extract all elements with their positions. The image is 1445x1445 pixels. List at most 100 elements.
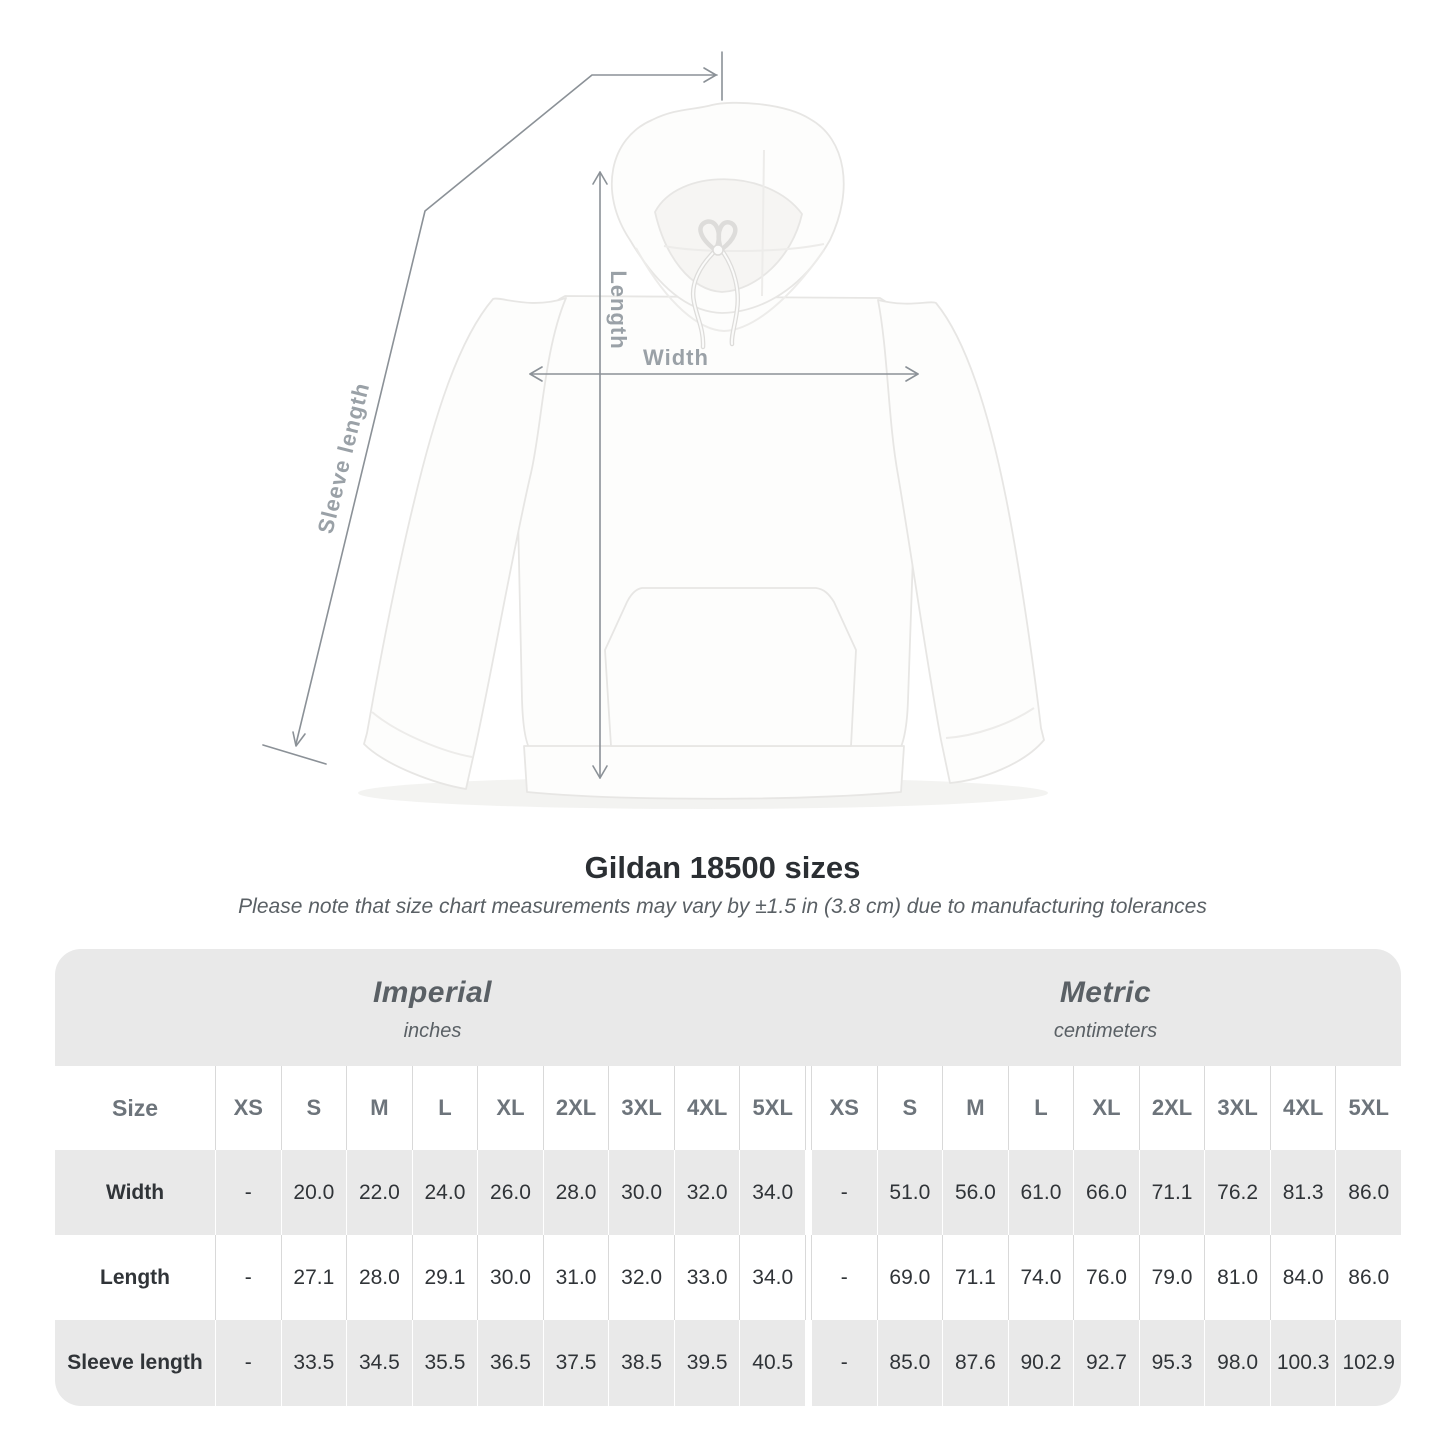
imperial-value-cell: 34.5 xyxy=(346,1320,412,1406)
metric-value-cell: 92.7 xyxy=(1073,1320,1139,1406)
imperial-value-cell: 39.5 xyxy=(673,1320,740,1406)
size-header-row: Size XS S M L XL 2XL 3XL 4XL 5XL XS S M L XL 2XL 3XL 4XL 5… xyxy=(55,1066,1401,1150)
hoodie-drawstring-highlights xyxy=(692,251,739,348)
metric-value-cell: 51.0 xyxy=(876,1150,943,1235)
metric-value-cell: - xyxy=(811,1235,877,1320)
hoodie-hood-inner xyxy=(654,178,803,293)
imperial-value-cell: 32.0 xyxy=(608,1235,674,1320)
hoodie-right-sleeve xyxy=(877,299,1045,784)
imperial-value-cell: 20.0 xyxy=(280,1150,347,1235)
imperial-size-header: 2XL xyxy=(542,1066,609,1150)
metric-size-header: 3XL xyxy=(1204,1066,1270,1150)
table-row: Sleeve length -33.5 34.5 35.5 36.5 37.5 38.5 39… xyxy=(55,1320,1401,1406)
hoodie-garment xyxy=(363,101,1045,800)
imperial-size-header: L xyxy=(411,1066,478,1150)
row-label: Length xyxy=(55,1235,215,1320)
metric-value-cell: 84.0 xyxy=(1269,1235,1336,1320)
metric-size-header: XL xyxy=(1073,1066,1139,1150)
imperial-value-cell: 37.5 xyxy=(542,1320,609,1406)
imperial-value-cell: 35.5 xyxy=(411,1320,478,1406)
imperial-value-cell: 34.0 xyxy=(739,1150,805,1235)
metric-value-cell: 66.0 xyxy=(1073,1150,1139,1235)
metric-value-cell: 86.0 xyxy=(1335,1150,1401,1235)
metric-value-cell: 71.1 xyxy=(942,1235,1008,1320)
section-divider xyxy=(805,1150,811,1235)
imperial-size-header: 3XL xyxy=(608,1066,674,1150)
imperial-value-cell: 24.0 xyxy=(411,1150,478,1235)
imperial-value-cell: - xyxy=(215,1235,281,1320)
metric-value-cell: 69.0 xyxy=(876,1235,943,1320)
tolerance-note: Please note that size chart measurements… xyxy=(238,895,1207,918)
metric-value-cell: 56.0 xyxy=(942,1150,1008,1235)
metric-value-cell: - xyxy=(811,1150,877,1235)
imperial-value-cell: 33.5 xyxy=(280,1320,347,1406)
metric-value-cell: 100.3 xyxy=(1269,1320,1336,1406)
metric-value-cell: 76.0 xyxy=(1073,1235,1139,1320)
size-column-header: Size xyxy=(55,1066,215,1150)
metric-unit-label: centimeters xyxy=(1053,1020,1158,1042)
imperial-value-cell: 38.5 xyxy=(608,1320,674,1406)
imperial-size-header: XL xyxy=(477,1066,543,1150)
hoodie-illustration xyxy=(262,51,1048,809)
imperial-value-cell: 29.1 xyxy=(411,1235,478,1320)
imperial-value-cell: 26.0 xyxy=(477,1150,543,1235)
metric-value-cell: 90.2 xyxy=(1007,1320,1074,1406)
metric-value-cell: 87.6 xyxy=(942,1320,1008,1406)
imperial-value-cell: 36.5 xyxy=(477,1320,543,1406)
section-divider xyxy=(805,1066,811,1150)
length-arrow xyxy=(592,171,608,779)
hoodie-left-sleeve xyxy=(363,297,567,790)
imperial-size-header: XS xyxy=(215,1066,281,1150)
imperial-value-cell: - xyxy=(215,1320,281,1406)
imperial-size-header: 5XL xyxy=(739,1066,805,1150)
metric-value-cell: - xyxy=(811,1320,877,1406)
imperial-unit-label: inches xyxy=(403,1020,462,1042)
length-dimension-label: Length xyxy=(606,270,631,350)
metric-value-cell: 74.0 xyxy=(1007,1235,1074,1320)
metric-label: Metric xyxy=(1059,976,1152,1009)
row-label: Width xyxy=(55,1150,215,1235)
metric-value-cell: 102.9 xyxy=(1335,1320,1401,1406)
imperial-value-cell: 22.0 xyxy=(346,1150,412,1235)
hoodie-drawstring-knot xyxy=(712,244,724,256)
imperial-value-cell: 28.0 xyxy=(542,1150,609,1235)
imperial-value-cell: 34.0 xyxy=(739,1235,805,1320)
imperial-label: Imperial xyxy=(372,976,493,1009)
metric-value-cell: 85.0 xyxy=(876,1320,943,1406)
imperial-size-header: S xyxy=(280,1066,347,1150)
imperial-value-cell: 40.5 xyxy=(739,1320,805,1406)
size-table: Imperial inches Metric centimeters Size X… xyxy=(55,949,1401,1406)
metric-value-cell: 98.0 xyxy=(1204,1320,1270,1406)
section-divider xyxy=(805,1235,811,1320)
section-divider xyxy=(805,1320,811,1406)
imperial-section-header: Imperial inches xyxy=(55,949,810,1066)
imperial-value-cell: 27.1 xyxy=(280,1235,347,1320)
width-arrow xyxy=(529,366,919,382)
imperial-value-cell: 31.0 xyxy=(542,1235,609,1320)
metric-value-cell: 81.3 xyxy=(1269,1150,1336,1235)
imperial-value-cell: - xyxy=(215,1150,281,1235)
page-title: Gildan 18500 sizes xyxy=(584,850,861,885)
metric-size-header: S xyxy=(876,1066,943,1150)
metric-size-header: 2XL xyxy=(1138,1066,1205,1150)
metric-value-cell: 79.0 xyxy=(1138,1235,1205,1320)
imperial-size-header: 4XL xyxy=(673,1066,740,1150)
imperial-value-cell: 30.0 xyxy=(608,1150,674,1235)
table-row: Length -27.1 28.0 29.1 30.0 31.0 32.0 33.0 34.0-… xyxy=(55,1235,1401,1320)
metric-value-cell: 61.0 xyxy=(1007,1150,1074,1235)
metric-value-cell: 76.2 xyxy=(1204,1150,1270,1235)
imperial-value-cell: 28.0 xyxy=(346,1235,412,1320)
metric-size-header: 4XL xyxy=(1269,1066,1336,1150)
imperial-value-cell: 33.0 xyxy=(673,1235,740,1320)
metric-value-cell: 81.0 xyxy=(1204,1235,1270,1320)
imperial-value-cell: 30.0 xyxy=(477,1235,543,1320)
metric-value-cell: 71.1 xyxy=(1138,1150,1205,1235)
metric-size-header: L xyxy=(1007,1066,1074,1150)
row-label: Sleeve length xyxy=(55,1320,215,1406)
hoodie-hem xyxy=(523,745,905,800)
table-row: Width -20.0 22.0 24.0 26.0 28.0 30.0 32.0 34.0-5… xyxy=(55,1150,1401,1235)
width-dimension-label: Width xyxy=(643,345,709,370)
metric-size-header: M xyxy=(942,1066,1008,1150)
imperial-size-header: M xyxy=(346,1066,412,1150)
